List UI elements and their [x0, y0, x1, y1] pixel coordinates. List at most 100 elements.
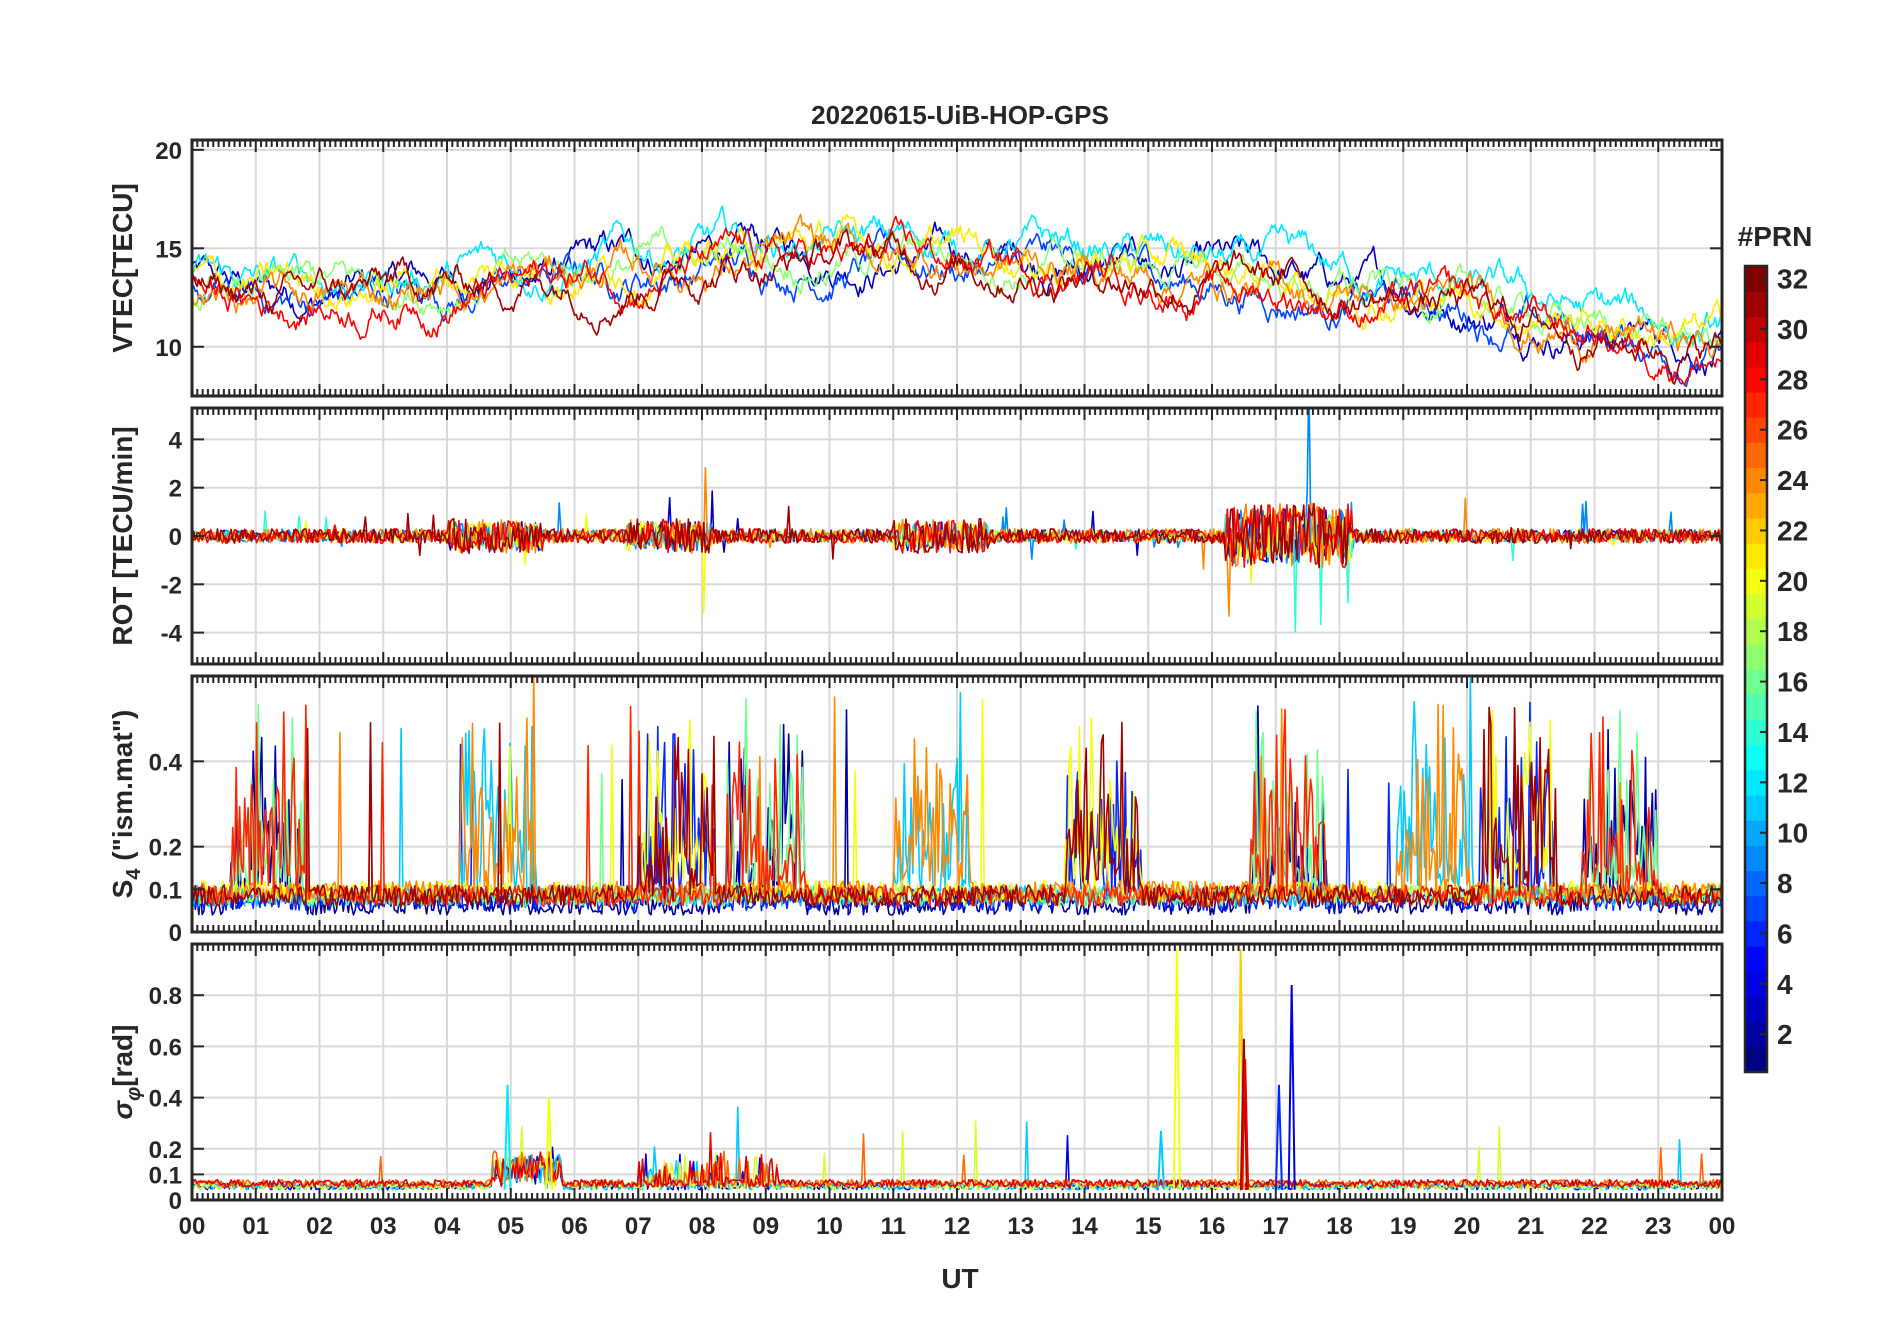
- y-tick-label: 2: [169, 476, 182, 503]
- spike-mark: [503, 1084, 512, 1190]
- series-line-prn-24: [192, 676, 1722, 903]
- y-tick-label: 0.1: [149, 877, 182, 904]
- x-tick-label: 12: [944, 1213, 971, 1240]
- x-tick-label: 17: [1262, 1213, 1289, 1240]
- x-tick-label: 18: [1326, 1213, 1353, 1240]
- x-tick-label: 13: [1007, 1213, 1034, 1240]
- panel-sigma_phi: 00.10.20.40.60.8σφ[rad]: [107, 942, 1724, 1215]
- y-tick-label: 0.1: [149, 1162, 182, 1189]
- x-tick-label: 19: [1390, 1213, 1417, 1240]
- colorbar-swatch-prn-7: [1745, 895, 1767, 922]
- colorbar-tick-label: 24: [1777, 465, 1809, 496]
- colorbar-swatch-prn-30: [1745, 316, 1767, 343]
- spike-mark: [1241, 1059, 1250, 1190]
- colorbar-swatch-prn-25: [1745, 442, 1767, 469]
- colorbar-swatch-prn-5: [1745, 946, 1767, 972]
- y-tick-label: 15: [155, 236, 182, 263]
- colorbar-swatch-prn-23: [1745, 492, 1767, 519]
- x-tick-label: 01: [242, 1213, 269, 1240]
- spike-mark: [545, 1097, 553, 1190]
- series-line-prn-29: [192, 1132, 1722, 1188]
- colorbar-swatch-prn-24: [1745, 467, 1767, 494]
- colorbar-tick-label: 14: [1777, 717, 1809, 748]
- colorbar-swatch-prn-8: [1745, 870, 1767, 897]
- colorbar-swatch-prn-6: [1745, 920, 1767, 947]
- x-tick-label: 11: [881, 1213, 906, 1240]
- colorbar-swatch-prn-14: [1745, 719, 1767, 746]
- colorbar-swatch-prn-27: [1745, 391, 1767, 418]
- x-tick-label: 07: [625, 1213, 652, 1240]
- y-axis-label-rest: [rad]: [107, 1025, 138, 1087]
- spike-mark: [1239, 1038, 1248, 1190]
- x-tick-label: 14: [1071, 1213, 1098, 1240]
- y-axis-label-sub: φ: [123, 1087, 145, 1101]
- spike-mark: [1287, 984, 1296, 1190]
- series-line-prn-7: [192, 227, 1722, 388]
- colorbar-tick-label: 26: [1777, 415, 1808, 446]
- spike-mark: [1157, 1130, 1165, 1190]
- series-line-prn-31: [192, 706, 1722, 908]
- x-tick-label: 20: [1454, 1213, 1481, 1240]
- series-line-prn-27: [192, 704, 1722, 908]
- y-tick-label: 0.4: [149, 1086, 183, 1113]
- y-tick-label: 0: [169, 1188, 182, 1215]
- colorbar-swatch-prn-13: [1745, 744, 1767, 771]
- colorbar-tick-label: 4: [1777, 969, 1793, 1000]
- colorbar-tick-label: 6: [1777, 918, 1793, 949]
- series-group: [192, 408, 1722, 633]
- colorbar-tick-label: 18: [1777, 616, 1808, 647]
- colorbar-swatch-prn-18: [1745, 618, 1767, 645]
- y-tick-label: 0: [169, 920, 182, 947]
- colorbar-swatch-prn-26: [1745, 417, 1767, 443]
- colorbar-tick-label: 32: [1777, 264, 1808, 295]
- y-tick-label: 0.6: [149, 1034, 182, 1061]
- x-tick-label: 04: [434, 1213, 461, 1240]
- y-tick-label: 0.4: [149, 749, 183, 776]
- series-line-prn-31: [192, 228, 1722, 385]
- colorbar-swatch-prn-20: [1745, 568, 1767, 595]
- x-tick-label: 22: [1581, 1213, 1608, 1240]
- colorbar-tick-label: 2: [1777, 1019, 1793, 1050]
- y-axis-label-rest: ("ism.mat"): [107, 710, 138, 869]
- y-axis-label-sub: 4: [123, 868, 145, 880]
- colorbar-tick-label: 12: [1777, 767, 1808, 798]
- colorbar-swatch-prn-9: [1745, 845, 1767, 872]
- x-tick-label: 00: [179, 1213, 206, 1240]
- x-tick-label: 03: [370, 1213, 397, 1240]
- colorbar-swatch-prn-17: [1745, 643, 1767, 670]
- y-tick-label: -4: [161, 621, 183, 648]
- y-tick-label: 10: [155, 335, 182, 362]
- series-group: [192, 676, 1722, 916]
- panel-vtec: 10 15 20 VTEC[TECU]: [107, 138, 1724, 398]
- x-tick-label: 10: [816, 1213, 843, 1240]
- y-tick-label: -2: [161, 572, 182, 599]
- colorbar-swatch-prn-16: [1745, 669, 1767, 695]
- colorbar-swatch-prn-19: [1745, 593, 1767, 620]
- y-tick-label: 20: [155, 138, 182, 165]
- colorbar-swatch-prn-1: [1745, 1046, 1767, 1073]
- colorbar-swatch-prn-31: [1745, 291, 1767, 317]
- spike-mark: [1172, 949, 1181, 1190]
- series-line-prn-21: [192, 213, 1722, 349]
- colorbar-tick-label: 28: [1777, 364, 1808, 395]
- x-tick-label: 16: [1199, 1213, 1226, 1240]
- colorbar-tick-label: 16: [1777, 667, 1808, 698]
- series-group: [192, 949, 1722, 1191]
- colorbar-swatch-prn-28: [1745, 366, 1767, 393]
- y-axis-label: S4 ("ism.mat"): [107, 710, 145, 899]
- colorbar-swatch-prn-12: [1745, 769, 1767, 796]
- x-tick-label: 00: [1709, 1213, 1736, 1240]
- colorbar-tick-label: 30: [1777, 314, 1808, 345]
- y-tick-label: 0.8: [149, 983, 182, 1010]
- colorbar-swatch-prn-10: [1745, 820, 1767, 846]
- x-tick-label: 15: [1135, 1213, 1162, 1240]
- colorbar-swatch-prn-15: [1745, 694, 1767, 720]
- x-tick-label: 21: [1517, 1213, 1544, 1240]
- panel-rot: -4 -2 0 2 4 ROT [TECU/min]: [107, 406, 1724, 666]
- x-tick-label: 06: [561, 1213, 588, 1240]
- y-tick-label: 4: [169, 427, 183, 454]
- series-line-prn-28: [192, 215, 1722, 387]
- colorbar-swatch-prn-32: [1745, 266, 1767, 292]
- y-axis-label: ROT [TECU/min]: [107, 426, 138, 645]
